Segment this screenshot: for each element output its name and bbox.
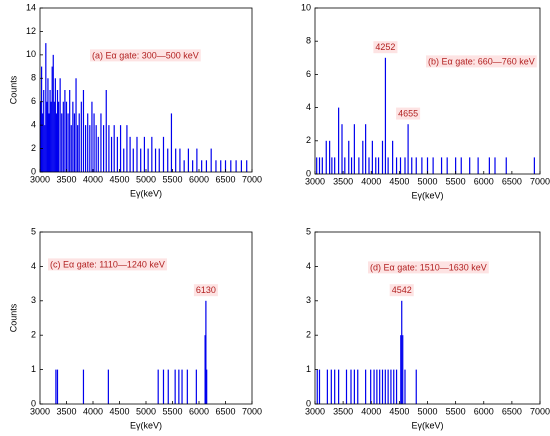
x-tick-label: 5000 [136,406,156,416]
peak-label: 6130 [196,285,216,295]
y-tick-label: 10 [301,2,311,12]
x-axis-label: Eγ(keV) [130,420,162,430]
x-tick-label: 7000 [530,406,550,416]
x-tick-label: 4500 [389,406,409,416]
y-tick-label: 2 [306,330,311,340]
x-axis-label: Eγ(keV) [130,188,162,198]
x-tick-label: 7000 [242,174,262,184]
x-tick-label: 5500 [446,176,466,186]
x-tick-label: 4000 [361,176,381,186]
y-tick-label: 8 [306,36,311,46]
x-tick-label: 6000 [474,176,494,186]
y-tick-label: 2 [31,330,36,340]
plot-frame [314,231,541,405]
x-tick-label: 4000 [361,406,381,416]
gate-label: (c) Eα gate: 1110—1240 keV [50,259,165,269]
x-tick-label: 5500 [162,406,182,416]
y-tick-label: 2 [31,143,36,153]
y-tick-label: 0 [306,398,311,408]
peak-label-bg [193,284,218,297]
y-tick-label: 0 [31,398,36,408]
x-tick-label: 6500 [215,174,235,184]
x-tick-label: 3000 [305,176,325,186]
gate-label-bg [90,49,201,62]
peak-label: 4655 [398,109,418,119]
y-tick-label: 0 [31,166,36,176]
gate-label: (a) Eα gate: 300—500 keV [92,50,199,60]
peak-label-bg [373,41,398,54]
y-axis-label: Counts [8,303,18,332]
x-tick-label: 6000 [189,406,209,416]
x-tick-label: 6000 [474,406,494,416]
gate-label-bg [426,55,537,68]
y-tick-label: 12 [26,26,36,36]
x-tick-label: 3000 [305,406,325,416]
gate-label-bg [368,261,489,274]
x-axis-label: Eγ(keV) [411,420,443,430]
x-tick-label: 4500 [109,174,129,184]
y-tick-label: 3 [31,295,36,305]
y-tick-label: 1 [306,364,311,374]
x-tick-label: 3500 [333,176,353,186]
x-tick-label: 4000 [83,406,103,416]
x-tick-label: 3000 [30,174,50,184]
y-tick-label: 8 [31,73,36,83]
y-tick-label: 5 [31,226,36,236]
y-tick-label: 3 [306,295,311,305]
x-axis-label: Eγ(keV) [411,190,443,200]
x-tick-label: 4000 [83,174,103,184]
y-tick-label: 4 [306,102,311,112]
x-tick-label: 7000 [242,406,262,416]
peak-label-bg [396,107,421,120]
x-tick-label: 3500 [333,406,353,416]
y-tick-label: 0 [306,168,311,178]
x-tick-label: 4500 [389,176,409,186]
y-tick-label: 2 [306,135,311,145]
gate-label-bg [48,258,167,271]
x-tick-label: 5000 [136,174,156,184]
y-tick-label: 6 [306,69,311,79]
y-tick-label: 4 [31,120,36,130]
x-tick-label: 6000 [189,174,209,184]
x-tick-label: 5500 [162,174,182,184]
y-tick-label: 4 [31,261,36,271]
gate-label: (b) Eα gate: 660—760 keV [428,56,535,66]
x-tick-label: 6500 [215,406,235,416]
x-tick-label: 5000 [417,176,437,186]
y-tick-label: 10 [26,49,36,59]
y-axis-label: Counts [8,75,18,104]
y-tick-label: 5 [306,226,311,236]
peak-label: 4542 [392,285,412,295]
x-tick-label: 3500 [56,406,76,416]
plot-frame [39,231,253,405]
x-tick-label: 6500 [502,406,522,416]
x-tick-label: 5500 [446,406,466,416]
y-tick-label: 1 [31,364,36,374]
x-tick-label: 3000 [30,406,50,416]
peak-label: 4252 [375,42,395,52]
y-tick-label: 14 [26,2,36,12]
y-tick-label: 4 [306,261,311,271]
peak-label-bg [389,284,414,297]
x-tick-label: 5000 [417,406,437,416]
y-tick-label: 6 [31,96,36,106]
x-tick-label: 3500 [56,174,76,184]
gate-label: (d) Eα gate: 1510—1630 keV [370,262,487,272]
x-tick-label: 4500 [109,406,129,416]
x-tick-label: 6500 [502,176,522,186]
x-tick-label: 7000 [530,176,550,186]
